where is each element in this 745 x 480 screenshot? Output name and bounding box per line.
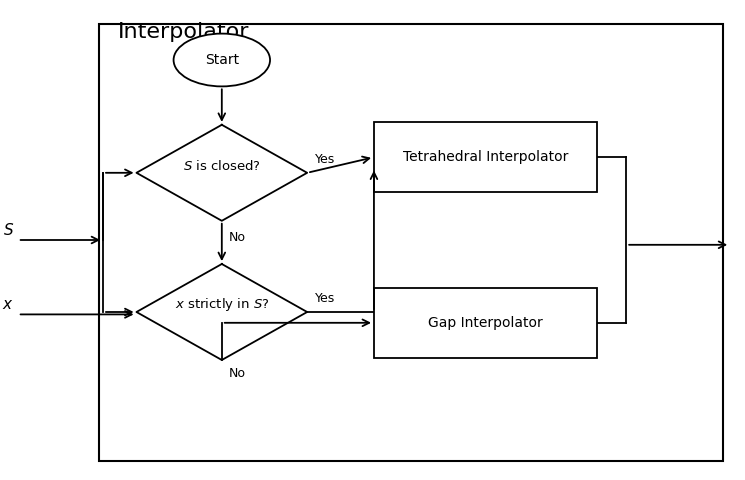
Ellipse shape (174, 34, 270, 86)
Polygon shape (136, 125, 307, 221)
Text: $S$: $S$ (3, 222, 14, 238)
FancyBboxPatch shape (374, 288, 597, 358)
Text: $S$ is closed?: $S$ is closed? (183, 158, 261, 173)
Text: Gap Interpolator: Gap Interpolator (428, 316, 542, 330)
Text: Yes: Yes (314, 153, 335, 166)
FancyBboxPatch shape (374, 122, 597, 192)
Text: Interpolator: Interpolator (118, 22, 250, 42)
Polygon shape (136, 264, 307, 360)
Text: Tetrahedral Interpolator: Tetrahedral Interpolator (402, 150, 568, 164)
Text: $x$: $x$ (2, 297, 14, 312)
Text: No: No (229, 367, 247, 380)
Text: Yes: Yes (314, 292, 335, 305)
Text: $x$ strictly in $S$?: $x$ strictly in $S$? (174, 296, 269, 313)
Text: No: No (229, 231, 247, 244)
FancyBboxPatch shape (99, 24, 723, 461)
Text: Start: Start (205, 53, 239, 67)
